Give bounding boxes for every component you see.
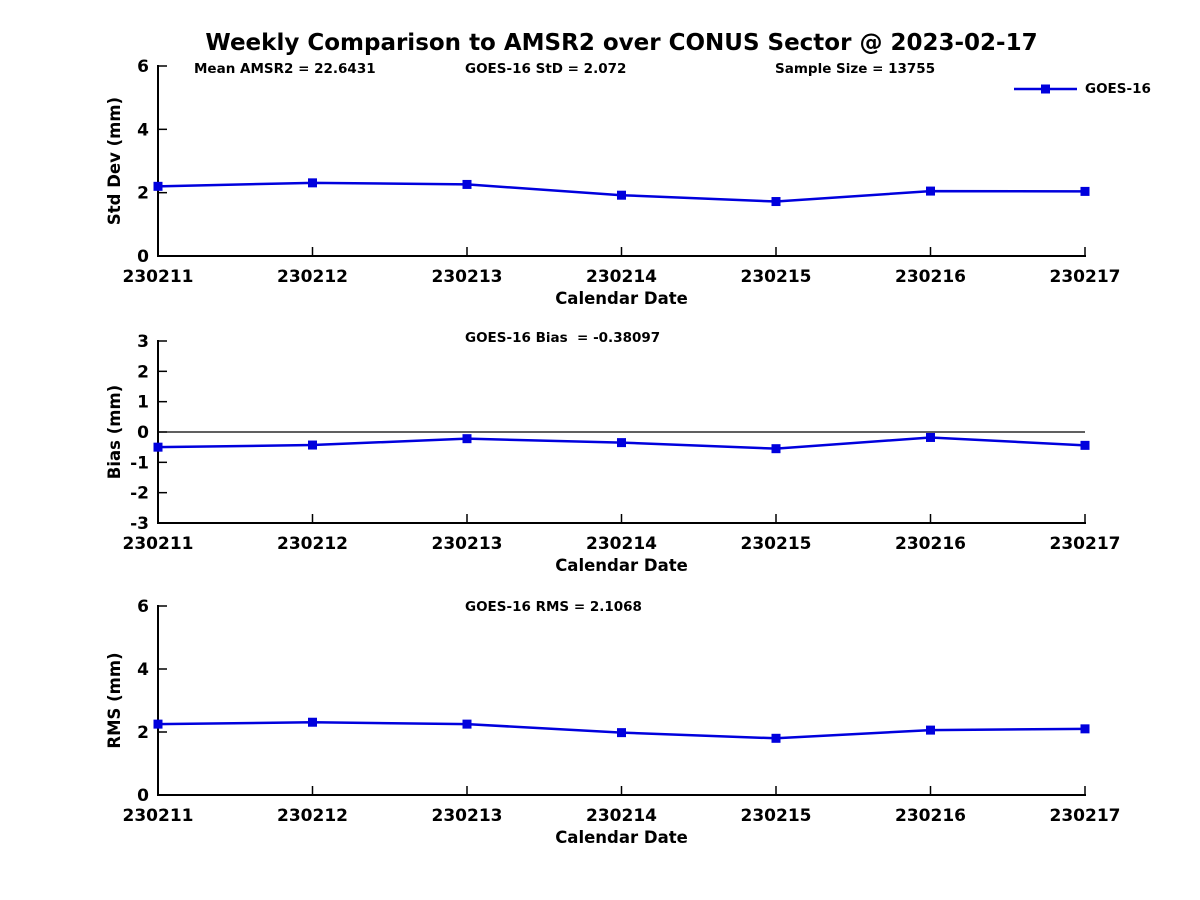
x-tick-label: 230215 (741, 806, 812, 826)
data-point-marker (617, 728, 626, 738)
x-tick-label: 230213 (432, 806, 503, 826)
data-point-marker (308, 440, 317, 450)
x-tick-label: 230217 (1050, 806, 1121, 826)
y-tick-label: 0 (137, 247, 149, 267)
x-tick-label: 230214 (586, 534, 657, 554)
x-tick-label: 230212 (277, 534, 348, 554)
data-point-marker (771, 444, 781, 454)
data-point-marker (926, 186, 935, 196)
data-point-marker (462, 719, 472, 729)
data-point-marker (926, 432, 935, 442)
data-point-marker (308, 717, 317, 727)
annotation-goes16-std: GOES-16 StD = 2.072 (465, 61, 627, 77)
y-axis-title: Std Dev (mm) (105, 97, 124, 225)
x-axis-title: Calendar Date (555, 556, 688, 575)
y-tick-label: 6 (137, 57, 149, 77)
x-tick-label: 230216 (895, 806, 966, 826)
x-tick-label: 230215 (741, 267, 812, 287)
subplot-bias-mm: -3 -2 -1 0 1 2 3 230211 230212 230213 230214 230215… (105, 332, 1120, 575)
data-point-marker (153, 442, 163, 452)
x-tick-label: 230216 (895, 534, 966, 554)
data-point-marker (462, 179, 472, 189)
x-tick-label: 230214 (586, 806, 657, 826)
legend: GOES-16 (1014, 81, 1151, 97)
data-point-marker (926, 725, 935, 735)
data-point-marker (771, 733, 781, 743)
figure-title: Weekly Comparison to AMSR2 over CONUS Se… (205, 30, 1038, 56)
y-tick-label: 1 (137, 393, 149, 413)
y-axis-title: Bias (mm) (105, 385, 124, 479)
data-point-marker (308, 178, 317, 188)
x-tick-label: 230213 (432, 267, 503, 287)
annotation-sample-size: Sample Size = 13755 (775, 61, 936, 77)
x-tick-label: 230213 (432, 534, 503, 554)
y-tick-label: 2 (137, 184, 149, 204)
data-point-marker (617, 190, 626, 200)
x-tick-label: 230211 (123, 806, 194, 826)
axis-frame (157, 605, 1086, 796)
x-tick-label: 230217 (1050, 267, 1121, 287)
y-tick-label: -1 (130, 453, 149, 473)
y-tick-label: 4 (137, 660, 149, 680)
data-point-marker (153, 719, 163, 729)
x-tick-label: 230217 (1050, 534, 1121, 554)
x-tick-label: 230212 (277, 267, 348, 287)
x-axis-title: Calendar Date (555, 828, 688, 847)
data-point-marker (1080, 186, 1090, 196)
y-tick-label: -2 (130, 484, 149, 504)
y-tick-label: 3 (137, 332, 149, 352)
y-tick-label: 4 (137, 120, 149, 140)
data-point-marker (771, 197, 781, 207)
y-tick-label: 2 (137, 723, 149, 743)
annotation-goes16-bias: GOES-16 Bias = -0.38097 (465, 330, 661, 346)
subplot-std-dev-mm: 0 2 4 6 230211 230212 230213 230214 230215 230216… (105, 57, 1120, 308)
data-point-marker (462, 434, 472, 444)
x-tick-label: 230215 (741, 534, 812, 554)
legend-line-marker-icon (1014, 84, 1077, 94)
legend-label: GOES-16 (1085, 81, 1151, 97)
y-tick-label: 0 (137, 423, 149, 443)
data-point-marker (617, 438, 626, 448)
data-point-marker (153, 181, 163, 191)
annotation-goes16-rms: GOES-16 RMS = 2.1068 (465, 599, 642, 615)
data-point-marker (1080, 440, 1090, 450)
y-tick-label: -3 (130, 514, 149, 534)
y-tick-label: 2 (137, 362, 149, 382)
x-tick-label: 230216 (895, 267, 966, 287)
x-tick-label: 230212 (277, 806, 348, 826)
y-axis-title: RMS (mm) (105, 652, 124, 748)
x-tick-label: 230214 (586, 267, 657, 287)
x-tick-label: 230211 (123, 267, 194, 287)
axis-frame (157, 65, 1086, 257)
x-tick-label: 230211 (123, 534, 194, 554)
x-axis-title: Calendar Date (555, 289, 688, 308)
subplot-rms-mm: 0 2 4 6 230211 230212 230213 230214 230215 230216… (105, 597, 1120, 847)
y-tick-label: 6 (137, 597, 149, 617)
y-tick-label: 0 (137, 786, 149, 806)
annotation-mean-amsr2: Mean AMSR2 = 22.6431 (194, 61, 376, 77)
data-point-marker (1080, 724, 1090, 734)
